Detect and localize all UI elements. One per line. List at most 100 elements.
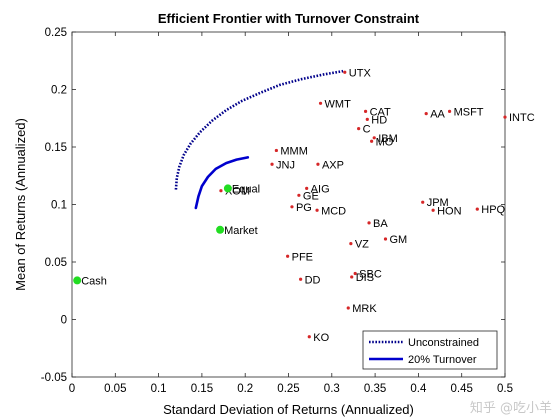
asset-label-ko: KO — [313, 332, 329, 344]
asset-marker-cat — [363, 109, 368, 113]
x-tick-label: 0.4 — [410, 383, 427, 395]
asset-label-jpm: JPM — [427, 197, 449, 209]
highlight-points: Equal Market Cash — [73, 183, 260, 287]
y-tick-label: 0.2 — [51, 85, 67, 97]
y-tick-label: 0.15 — [45, 142, 67, 154]
x-tick-label: 0.3 — [324, 383, 340, 395]
asset-marker-vz — [349, 242, 353, 246]
asset-label-hpq: HPQ — [481, 204, 505, 216]
asset-label-jnj: JNJ — [276, 159, 295, 171]
asset-label-wmt: WMT — [325, 98, 352, 110]
asset-label-utx: UTX — [349, 67, 372, 79]
x-tick-label: 0.5 — [497, 383, 513, 395]
asset-label-pfe: PFE — [292, 251, 313, 263]
asset-marker-dis — [350, 275, 354, 279]
asset-label-hon: HON — [437, 205, 462, 217]
y-axis-ticks: -0.05 0 0.05 0.1 0.15 0.2 0.25 — [41, 27, 505, 384]
asset-marker-hon — [431, 208, 435, 212]
x-tick-label: 0 — [69, 383, 75, 395]
asset-label-dis: DIS — [356, 272, 374, 284]
asset-marker-hd — [365, 117, 369, 121]
legend-box — [362, 330, 498, 370]
x-tick-label: 0.45 — [451, 383, 473, 395]
asset-label-mcd: MCD — [321, 205, 346, 217]
asset-label-dd: DD — [305, 274, 321, 286]
asset-label-c: C — [363, 124, 371, 136]
asset-marker-mcd — [315, 208, 319, 212]
asset-label-gm: GM — [389, 234, 407, 246]
asset-marker-dd — [299, 277, 303, 281]
y-axis-label: Mean of Returns (Annualized) — [13, 118, 28, 291]
watermark: 知乎 @吃小羊 — [470, 400, 552, 416]
asset-label-ibm: IBM — [378, 133, 398, 145]
asset-marker-msft — [447, 109, 452, 113]
y-tick-label: 0 — [61, 315, 67, 327]
legend: Unconstrained 20% Turnover — [362, 330, 498, 370]
asset-marker-jpm — [421, 200, 425, 204]
x-tick-label: 0.05 — [104, 383, 126, 395]
frontier-line-unconstrained — [174, 69, 344, 190]
asset-label-aig: AIG — [311, 183, 330, 195]
y-tick-label: 0.1 — [51, 200, 67, 212]
highlight-label-equal: Equal — [232, 183, 260, 195]
asset-marker-ba — [367, 221, 371, 225]
asset-label-mo: MO — [376, 136, 394, 148]
asset-label-intc: INTC — [509, 112, 535, 124]
x-tick-label: 0.1 — [151, 383, 167, 395]
asset-marker-gm — [383, 237, 388, 241]
x-tick-label: 0.15 — [191, 383, 213, 395]
asset-label-sbc: SBC — [359, 269, 382, 281]
legend-label-turnover: 20% Turnover — [408, 354, 477, 366]
asset-marker-aa — [424, 112, 428, 116]
highlight-label-market: Market — [224, 225, 258, 237]
x-axis-ticks: 0 0.05 0.1 0.15 0.2 0.25 0.3 0.35 0.4 0.45 0.5 — [69, 32, 513, 395]
asset-label-mmm: MMM — [280, 145, 308, 157]
x-tick-label: 0.25 — [277, 383, 299, 395]
highlight-marker-cash — [73, 276, 82, 285]
asset-marker-hpq — [475, 207, 479, 211]
asset-label-ge: GE — [303, 190, 319, 202]
x-axis-label: Standard Deviation of Returns (Annualize… — [163, 402, 414, 417]
asset-marker-aig — [305, 186, 309, 190]
asset-label-msft: MSFT — [454, 106, 484, 118]
y-tick-label: 0.05 — [45, 257, 67, 269]
asset-marker-mmm — [274, 148, 278, 153]
highlight-marker-equal — [223, 184, 232, 193]
asset-marker-jnj — [270, 162, 274, 166]
asset-marker-ibm — [372, 136, 376, 140]
highlight-label-cash: Cash — [81, 275, 107, 287]
asset-label-hd: HD — [371, 114, 387, 126]
asset-marker-intc — [503, 115, 507, 119]
asset-label-ba: BA — [373, 218, 388, 230]
asset-marker-wmt — [318, 101, 323, 105]
x-tick-label: 0.2 — [237, 383, 253, 395]
plot-area — [71, 31, 506, 378]
y-tick-label: -0.05 — [41, 372, 67, 384]
frontier-lines — [174, 69, 344, 210]
asset-label-vz: VZ — [355, 239, 369, 251]
asset-label-pg: PG — [296, 202, 312, 214]
asset-marker-ko — [307, 335, 311, 339]
asset-marker-mrk — [346, 306, 350, 310]
y-tick-label: 0.25 — [45, 27, 67, 39]
asset-marker-utx — [343, 70, 347, 74]
asset-marker-pfe — [286, 254, 290, 258]
asset-marker-ge — [297, 193, 301, 197]
chart-title: Efficient Frontier with Turnover Constra… — [158, 11, 420, 26]
asset-label-cat: CAT — [370, 106, 391, 118]
asset-marker-axp — [316, 162, 320, 166]
legend-label-unconstrained: Unconstrained — [408, 337, 479, 349]
asset-label-mrk: MRK — [352, 303, 377, 315]
x-tick-label: 0.35 — [364, 383, 386, 395]
frontier-line-turnover — [194, 156, 250, 210]
asset-label-axp: AXP — [322, 159, 344, 171]
asset-label-aa: AA — [430, 109, 445, 121]
asset-marker-mo — [370, 139, 374, 143]
asset-marker-pg — [290, 205, 294, 209]
asset-marker-xom — [219, 189, 223, 193]
asset-marker-c — [357, 127, 361, 131]
highlight-marker-market — [216, 225, 225, 234]
asset-marker-sbc — [353, 271, 357, 276]
